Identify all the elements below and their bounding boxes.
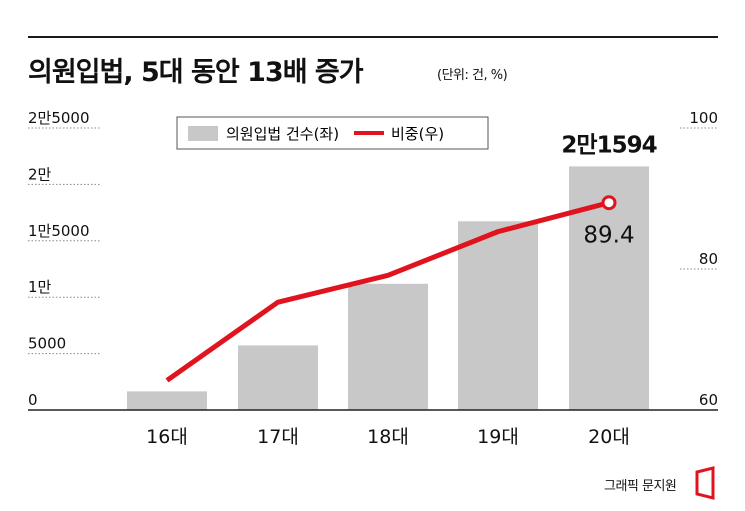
left-tick-label: 1만 xyxy=(28,278,52,296)
right-axis: 60 80 100 xyxy=(680,109,718,409)
legend-line-label: 비중(우) xyxy=(391,125,444,143)
x-tick-label: 19대 xyxy=(477,426,519,448)
annotations: 2만1594 89.4 xyxy=(561,132,657,249)
right-tick-label: 100 xyxy=(689,109,718,127)
line-series xyxy=(165,195,617,383)
left-axis: 0 5000 1만 1만5000 2만 2만5000 xyxy=(28,109,100,409)
chart-title: 의원입법, 5대 동안 13배 증가 xyxy=(28,57,364,88)
legend-bar-label: 의원입법 건수(좌) xyxy=(226,125,339,143)
line-last-point xyxy=(601,195,617,211)
x-tick-label: 16대 xyxy=(146,426,188,448)
legend-bar-swatch xyxy=(188,126,218,141)
bar-17대 xyxy=(238,345,318,410)
legend-box xyxy=(176,116,489,150)
legend: 의원입법 건수(좌) 비중(우) xyxy=(176,116,489,150)
publisher-logo-icon xyxy=(695,466,715,500)
line-last-value-label: 89.4 xyxy=(583,223,634,249)
left-tick-label: 1만5000 xyxy=(28,222,90,240)
bar-16대 xyxy=(127,391,207,410)
x-axis-labels: 16대 17대 18대 19대 20대 xyxy=(146,426,630,448)
left-tick-label: 0 xyxy=(28,391,38,409)
credit: 그래픽 문지원 xyxy=(604,479,677,494)
bar-last-value-label: 2만1594 xyxy=(561,132,656,158)
right-tick-label: 80 xyxy=(699,250,718,268)
right-tick-label: 60 xyxy=(699,391,718,409)
share-line xyxy=(165,200,610,383)
unit-note: (단위: 건, %) xyxy=(437,68,508,83)
left-tick-label: 2만5000 xyxy=(28,109,90,127)
left-tick-label: 2만 xyxy=(28,165,52,183)
bar-18대 xyxy=(348,283,428,410)
bars xyxy=(127,166,649,410)
left-tick-label: 5000 xyxy=(28,335,66,353)
x-tick-label: 18대 xyxy=(367,426,409,448)
x-tick-label: 20대 xyxy=(588,426,630,448)
top-rule xyxy=(28,36,718,38)
bar-19대 xyxy=(458,221,538,410)
x-tick-label: 17대 xyxy=(257,426,299,448)
